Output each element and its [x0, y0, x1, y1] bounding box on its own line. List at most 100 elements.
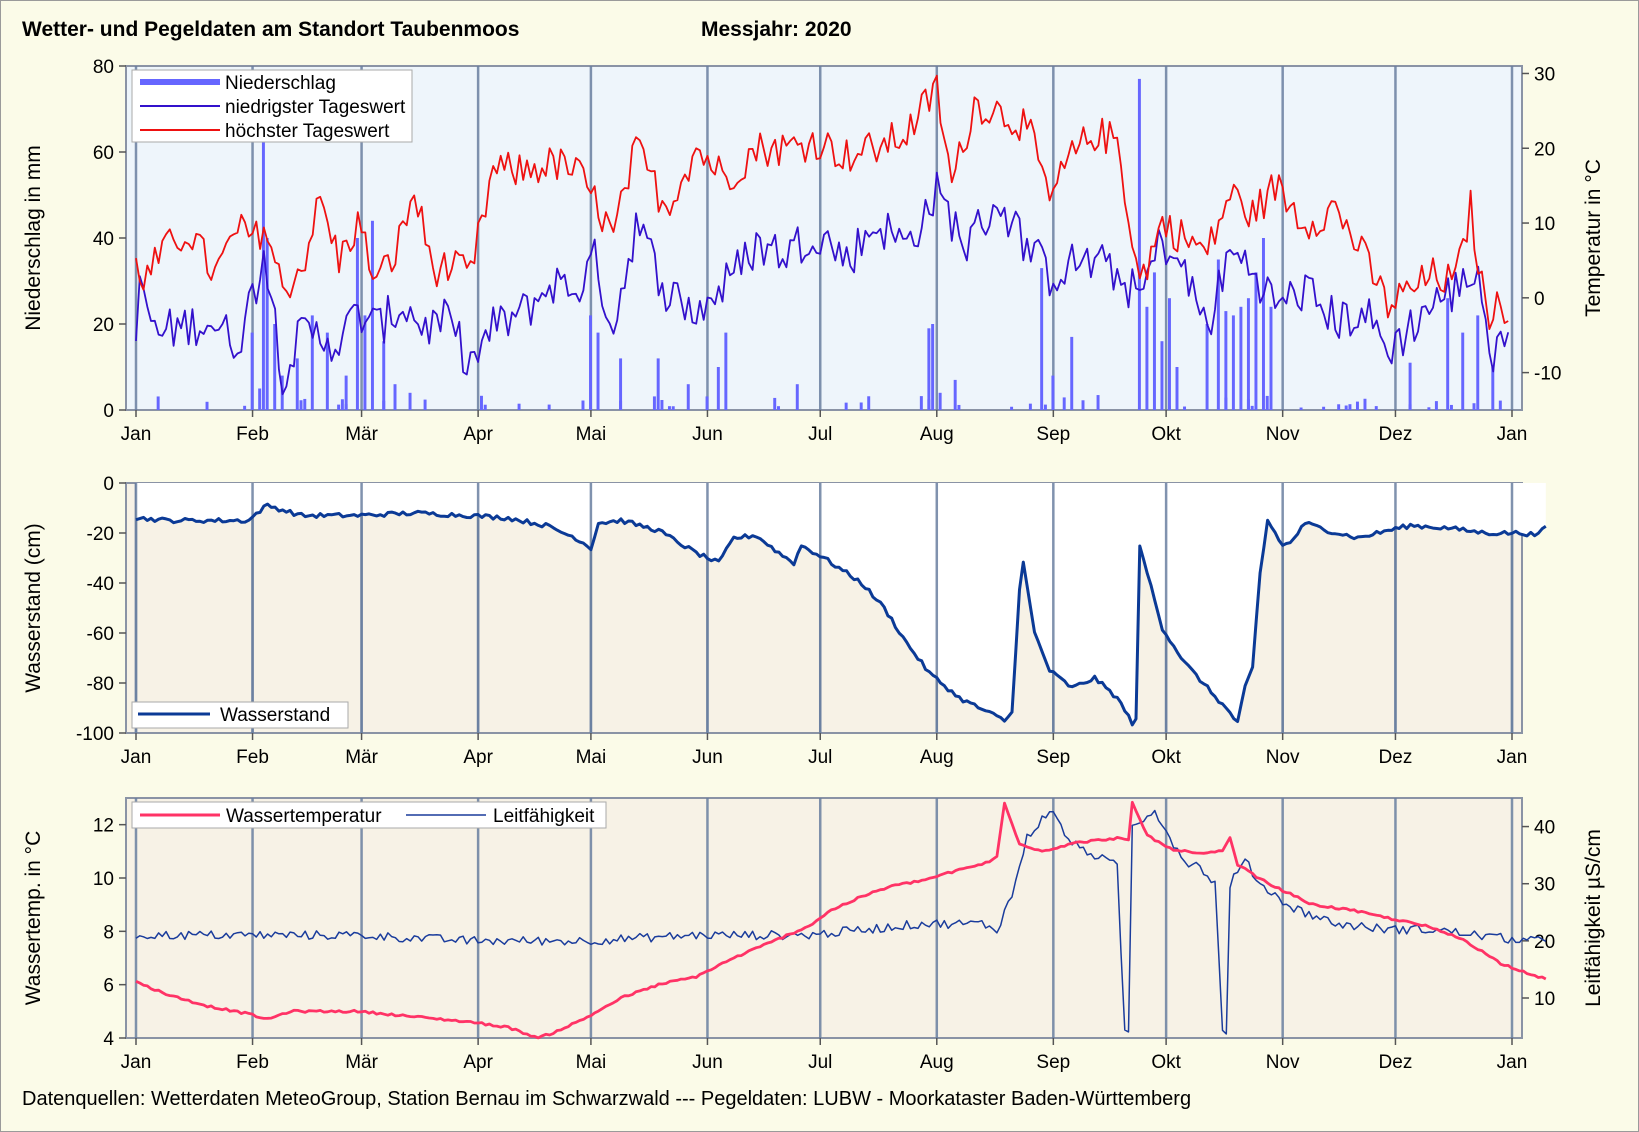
precip-bar: [1152, 272, 1156, 410]
y-tick-label: 12: [93, 816, 114, 837]
precip-bar: [1175, 367, 1179, 410]
y-tick-label: 0: [103, 474, 114, 495]
water-level-legend-label: Wasserstand: [220, 705, 330, 726]
x-tick-label: Nov: [1266, 747, 1300, 768]
year-label: Messjahr: 2020: [701, 18, 852, 41]
x-tick-label: Aug: [920, 747, 954, 768]
x-tick-label: Okt: [1151, 1052, 1181, 1073]
y2-axis-label: Temperatur in °C: [1582, 159, 1605, 317]
x-tick-label: Sep: [1036, 1052, 1070, 1073]
precip-bar: [1070, 336, 1074, 410]
precip-bar: [867, 396, 871, 410]
precip-bar: [423, 399, 427, 410]
precip-bar: [1028, 403, 1032, 410]
y-tick-label: 40: [93, 229, 114, 250]
x-tick-label: Okt: [1151, 747, 1181, 768]
precip-bar: [795, 384, 799, 410]
precip-bar: [1081, 400, 1085, 410]
precip-bar: [1434, 401, 1438, 410]
precip-bar: [1160, 341, 1164, 410]
precip-bar: [1449, 404, 1453, 410]
precip-bar: [581, 400, 585, 410]
precip-bar: [1246, 399, 1250, 410]
precip-bar: [1096, 395, 1100, 410]
y-tick-label: -100: [76, 724, 114, 745]
x-tick-label: Aug: [920, 1052, 954, 1073]
precip-bar: [919, 396, 923, 410]
precip-bar: [1322, 406, 1326, 410]
precip-bar: [1168, 405, 1171, 410]
y-axis-label: Niederschlag in mm: [22, 145, 45, 331]
x-tick-label: Mär: [345, 424, 378, 445]
precip-bar: [1265, 395, 1269, 410]
precip-bar: [1476, 315, 1480, 410]
precip-bar: [1408, 362, 1412, 410]
precip-bar: [844, 402, 848, 410]
y-tick-label: -60: [87, 624, 114, 645]
precip-bar: [716, 367, 720, 410]
precip-bar: [1137, 78, 1141, 411]
precip-bar: [953, 379, 957, 410]
y-tick-label: -40: [87, 574, 114, 595]
x-tick-label: Mai: [576, 1052, 607, 1073]
y-tick-label: -80: [87, 674, 114, 695]
water-level-line: [135, 502, 1547, 727]
precip-bar: [483, 404, 487, 410]
y-tick-label: 6: [103, 976, 114, 997]
x-tick-label: Jan: [1497, 424, 1528, 445]
precip-bar: [310, 315, 314, 410]
x-tick-label: Jan: [121, 747, 152, 768]
precip-bar: [205, 401, 209, 410]
precip-bar: [686, 384, 690, 410]
precip-bar: [1231, 315, 1235, 410]
precip-bar: [250, 332, 254, 410]
precip-bar: [295, 358, 299, 410]
precip-bar: [1446, 298, 1450, 410]
precip-bar: [1246, 298, 1250, 410]
precip-bar: [1337, 404, 1341, 410]
precip-bar: [652, 396, 656, 410]
x-tick-label: Jan: [121, 424, 152, 445]
x-tick-label: Mär: [345, 747, 378, 768]
precip-bar: [596, 332, 600, 410]
precip-bar: [1348, 404, 1352, 410]
y-tick-label: -20: [87, 524, 114, 545]
precip-bar: [273, 324, 277, 410]
precip-bar: [1363, 398, 1367, 410]
precip-bar: [671, 406, 675, 410]
precip-bar: [382, 341, 386, 410]
x-tick-label: Jul: [808, 747, 832, 768]
precip-bar: [1043, 404, 1047, 410]
precip-bar: [258, 388, 262, 410]
y2-tick-label: 20: [1534, 932, 1555, 953]
x-tick-label: Nov: [1266, 1052, 1300, 1073]
x-tick-label: Jun: [692, 424, 723, 445]
y2-tick-label: 10: [1534, 989, 1555, 1010]
precip-bar: [243, 405, 247, 410]
y2-tick-label: 40: [1534, 818, 1555, 839]
precip-bar: [344, 404, 348, 410]
y2-tick-label: 20: [1534, 139, 1555, 160]
precip-bar: [705, 396, 709, 410]
x-tick-label: Jun: [692, 1052, 723, 1073]
y-tick-label: 10: [93, 869, 114, 890]
precip-bar: [299, 400, 303, 410]
precip-bar: [656, 358, 660, 410]
precip-bar: [1261, 238, 1265, 410]
level-fill: [136, 483, 1546, 725]
tmin-line: [135, 171, 1510, 396]
precip-bar: [1461, 332, 1465, 410]
plot-area-3: [125, 797, 1523, 1039]
precip-bar: [1408, 404, 1412, 410]
conductivity-line: [135, 809, 1547, 1035]
x-tick-label: Okt: [1151, 424, 1181, 445]
precip-bar: [1472, 403, 1476, 410]
precip-bar: [325, 332, 329, 410]
y-tick-label: 80: [93, 57, 114, 78]
x-tick-label: Apr: [463, 424, 493, 445]
precip-bar: [393, 384, 397, 410]
precip-bar: [547, 404, 551, 410]
water-temperature-legend-label: Wassertemperatur: [226, 806, 382, 827]
precip-bar: [382, 400, 386, 410]
y2-tick-label: 30: [1534, 64, 1555, 85]
